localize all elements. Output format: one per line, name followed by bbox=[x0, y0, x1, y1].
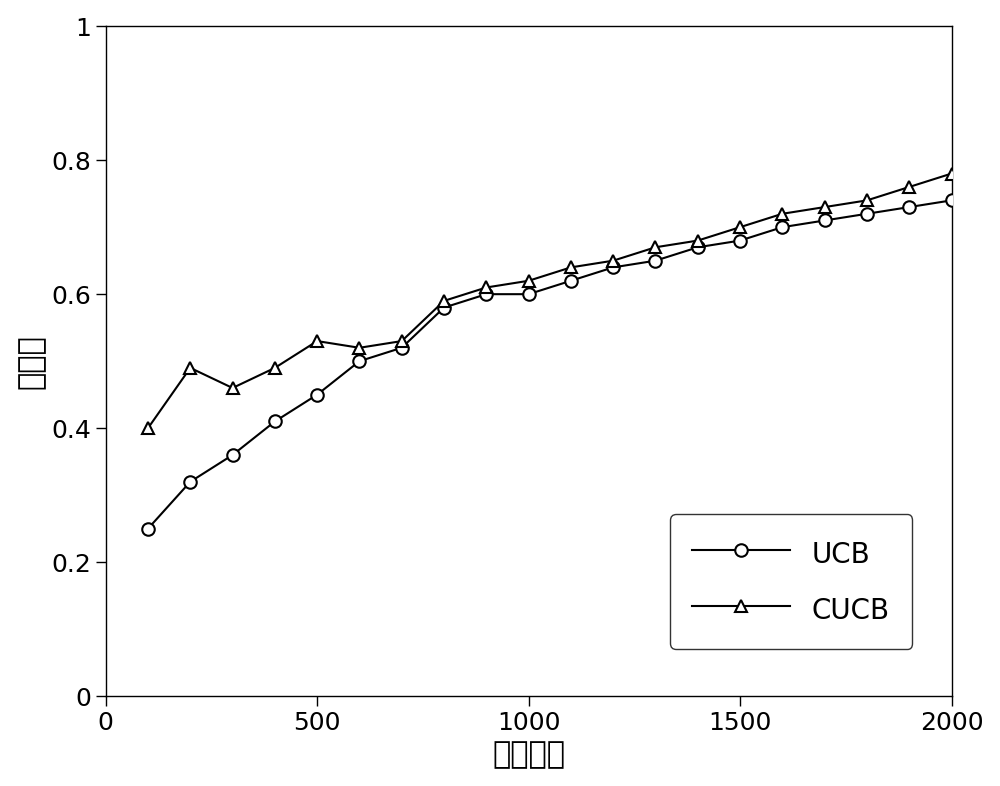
Line: CUCB: CUCB bbox=[142, 167, 958, 435]
UCB bbox=[776, 222, 788, 232]
UCB bbox=[269, 417, 281, 426]
UCB bbox=[819, 216, 831, 226]
Y-axis label: 准确率: 准确率 bbox=[17, 334, 46, 388]
UCB bbox=[523, 289, 535, 299]
CUCB bbox=[396, 336, 408, 346]
CUCB bbox=[903, 182, 915, 192]
CUCB bbox=[692, 236, 704, 245]
UCB bbox=[311, 390, 323, 399]
CUCB bbox=[819, 202, 831, 211]
UCB bbox=[438, 303, 450, 312]
CUCB bbox=[565, 263, 577, 272]
CUCB bbox=[227, 384, 239, 393]
UCB bbox=[227, 450, 239, 460]
CUCB bbox=[184, 363, 196, 373]
CUCB bbox=[861, 196, 873, 205]
UCB bbox=[565, 276, 577, 285]
CUCB bbox=[353, 343, 365, 352]
CUCB bbox=[269, 363, 281, 373]
CUCB bbox=[438, 296, 450, 306]
CUCB bbox=[649, 243, 661, 252]
CUCB bbox=[523, 276, 535, 285]
UCB bbox=[861, 209, 873, 219]
UCB bbox=[607, 263, 619, 272]
Legend: UCB, CUCB: UCB, CUCB bbox=[670, 514, 912, 648]
CUCB bbox=[480, 283, 492, 292]
UCB bbox=[734, 236, 746, 245]
X-axis label: 迭代次数: 迭代次数 bbox=[492, 740, 565, 769]
UCB bbox=[649, 256, 661, 266]
CUCB bbox=[946, 169, 958, 178]
CUCB bbox=[734, 222, 746, 232]
CUCB bbox=[142, 424, 154, 433]
CUCB bbox=[776, 209, 788, 219]
UCB bbox=[184, 477, 196, 487]
CUCB bbox=[311, 336, 323, 346]
UCB bbox=[946, 196, 958, 205]
UCB bbox=[480, 289, 492, 299]
UCB bbox=[353, 357, 365, 366]
UCB bbox=[142, 524, 154, 534]
CUCB bbox=[607, 256, 619, 266]
UCB bbox=[903, 202, 915, 211]
UCB bbox=[396, 343, 408, 352]
UCB bbox=[692, 243, 704, 252]
Line: UCB: UCB bbox=[142, 194, 958, 535]
